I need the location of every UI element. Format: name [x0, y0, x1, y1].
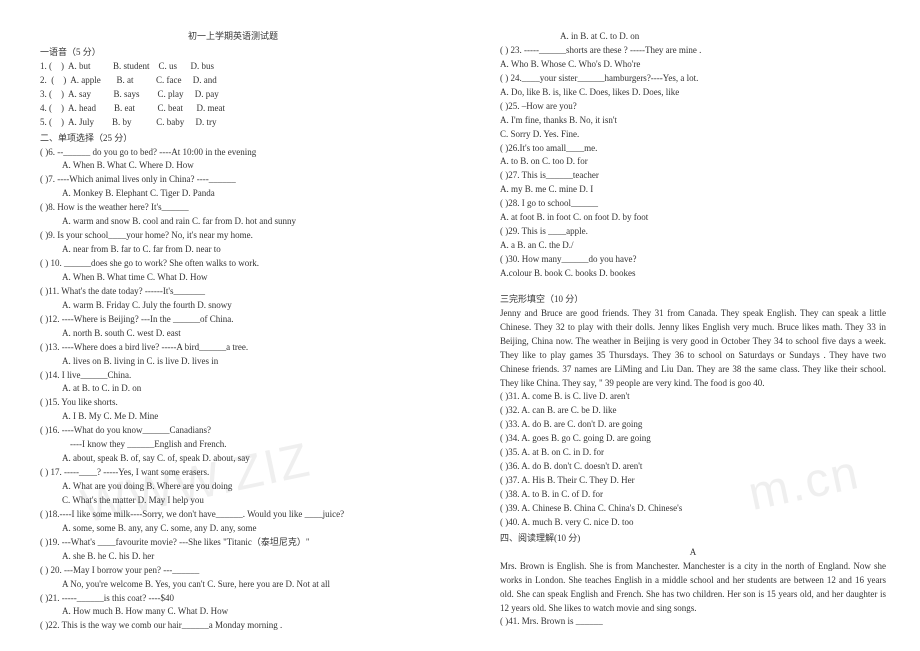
- question-stem: ( ) 17. -----____? -----Yes, I want some…: [40, 466, 426, 480]
- answer-options: A. my B. me C. mine D. I: [500, 183, 886, 197]
- answer-options: A. north B. south C. west D. east: [40, 327, 426, 341]
- question-stem: ( )14. I live______China.: [40, 369, 426, 383]
- section-2-header: 二、单项选择（25 分）: [40, 132, 426, 146]
- cloze-option: ( )36. A. do B. don't C. doesn't D. aren…: [500, 460, 886, 474]
- section-2-continued: A. in B. at C. to D. on( ) 23. -----____…: [500, 30, 886, 281]
- section-3-header: 三完形填空（10 分）: [500, 293, 886, 307]
- answer-options: A. When B. What time C. What D. How: [40, 271, 426, 285]
- section-1-header: 一语音（5 分）: [40, 46, 426, 60]
- section-2-list: ( )6. --______ do you go to bed? ----At …: [40, 146, 426, 634]
- answer-options: A. at foot B. in foot C. on foot D. by f…: [500, 211, 886, 225]
- answer-options: A. Who B. Whose C. Who's D. Who're: [500, 58, 886, 72]
- answer-options: C. Sorry D. Yes. Fine.: [500, 128, 886, 142]
- answer-options: A.colour B. book C. books D. bookes: [500, 267, 886, 281]
- answer-options: A. I'm fine, thanks B. No, it isn't: [500, 114, 886, 128]
- question-stem: ( )30. How many______do you have?: [500, 253, 886, 267]
- answer-options: C. What's the matter D. May I help you: [40, 494, 426, 508]
- answer-options: A. at B. to C. in D. on: [40, 382, 426, 396]
- answer-options: A. warm B. Friday C. July the fourth D. …: [40, 299, 426, 313]
- answer-options: A. she B. he C. his D. her: [40, 550, 426, 564]
- cloze-option: ( )32. A. can B. are C. be D. like: [500, 404, 886, 418]
- cloze-option: ( )39. A. Chinese B. China C. China's D.…: [500, 502, 886, 516]
- phonics-item: 2. ( ) A. apple B. at C. face D. and: [40, 74, 426, 88]
- question-stem: ( ) 20. ---May I borrow your pen? ---___…: [40, 564, 426, 578]
- question-stem: ( )25. –How are you?: [500, 100, 886, 114]
- cloze-option: ( )33. A. do B. are C. don't D. are goin…: [500, 418, 886, 432]
- question-stem: ( )28. I go to school______: [500, 197, 886, 211]
- question-stem: ( )6. --______ do you go to bed? ----At …: [40, 146, 426, 160]
- question-stem: ( )27. This is______teacher: [500, 169, 886, 183]
- answer-options: A. How much B. How many C. What D. How: [40, 605, 426, 619]
- cloze-option: ( )38. A. to B. in C. of D. for: [500, 488, 886, 502]
- question-stem: ( ) 23. -----______shorts are these ? --…: [500, 44, 886, 58]
- phonics-item: 4. ( ) A. head B. eat C. beat D. meat: [40, 102, 426, 116]
- section-1-list: 1. ( ) A. but B. student C. us D. bus2. …: [40, 60, 426, 130]
- answer-options: A. lives on B. living in C. is live D. l…: [40, 355, 426, 369]
- question-stem: ( )21. -----______is this coat? ----$40: [40, 592, 426, 606]
- section-3-options: ( )31. A. come B. is C. live D. aren't( …: [500, 390, 886, 529]
- question-stem: ( )8. How is the weather here? It's_____…: [40, 201, 426, 215]
- answer-options: A. some, some B. any, any C. some, any D…: [40, 522, 426, 536]
- answer-options: A. When B. What C. Where D. How: [40, 159, 426, 173]
- cloze-option: ( )37. A. His B. Their C. They D. Her: [500, 474, 886, 488]
- question-stem: ( )7. ----Which animal lives only in Chi…: [40, 173, 426, 187]
- cloze-option: ( )35. A. at B. on C. in D. for: [500, 446, 886, 460]
- question-stem: ( ) 10. ______does she go to work? She o…: [40, 257, 426, 271]
- doc-title: 初一上学期英语测试题: [40, 30, 426, 44]
- answer-options: A. near from B. far to C. far from D. ne…: [40, 243, 426, 257]
- answer-options: A. What are you doing B. Where are you d…: [40, 480, 426, 494]
- section-4-header: 四、阅读理解(10 分): [500, 532, 886, 546]
- question-line2: ----I know they ______English and French…: [40, 438, 426, 452]
- phonics-item: 1. ( ) A. but B. student C. us D. bus: [40, 60, 426, 74]
- cloze-option: ( )31. A. come B. is C. live D. aren't: [500, 390, 886, 404]
- left-column: 初一上学期英语测试题 一语音（5 分） 1. ( ) A. but B. stu…: [0, 0, 460, 651]
- question-stem: ( )9. Is your school____your home? No, i…: [40, 229, 426, 243]
- question-stem: ( )11. What's the date today? ------It's…: [40, 285, 426, 299]
- passage-a-title: A: [500, 546, 886, 560]
- answer-options: A. about, speak B. of, say C. of, speak …: [40, 452, 426, 466]
- question-stem: ( )15. You like shorts.: [40, 396, 426, 410]
- right-column: A. in B. at C. to D. on( ) 23. -----____…: [460, 0, 920, 651]
- answer-options: A. Monkey B. Elephant C. Tiger D. Panda: [40, 187, 426, 201]
- question-stem: ( ) 24.____your sister______hamburgers?-…: [500, 72, 886, 86]
- answer-options: A. Do, like B. is, like C. Does, likes D…: [500, 86, 886, 100]
- cloze-passage: Jenny and Bruce are good friends. They 3…: [500, 307, 886, 391]
- question-stem: ( )16. ----What do you know______Canadia…: [40, 424, 426, 438]
- answer-options: A. I B. My C. Me D. Mine: [40, 410, 426, 424]
- question-stem: ( )13. ----Where does a bird live? -----…: [40, 341, 426, 355]
- answer-options: A. a B. an C. the D./: [500, 239, 886, 253]
- cloze-option: ( )34. A. goes B. go C. going D. are goi…: [500, 432, 886, 446]
- question-stem: ( )26.It's too amall____me.: [500, 142, 886, 156]
- question-stem: ( )18.----I like some milk----Sorry, we …: [40, 508, 426, 522]
- question-stem: ( )12. ----Where is Beijing? ---In the _…: [40, 313, 426, 327]
- question-41: ( )41. Mrs. Brown is ______: [500, 615, 886, 629]
- cloze-option: ( )40. A. much B. very C. nice D. too: [500, 516, 886, 530]
- answer-options: A. warm and snow B. cool and rain C. far…: [40, 215, 426, 229]
- question-stem: ( )29. This is ____apple.: [500, 225, 886, 239]
- question-stem: ( )22. This is the way we comb our hair_…: [40, 619, 426, 633]
- reading-passage-a: Mrs. Brown is English. She is from Manch…: [500, 560, 886, 616]
- phonics-item: 5. ( ) A. July B. by C. baby D. try: [40, 116, 426, 130]
- phonics-item: 3. ( ) A. say B. says C. play D. pay: [40, 88, 426, 102]
- answer-options: A No, you're welcome B. Yes, you can't C…: [40, 578, 426, 592]
- question-stem: ( )19. ---What's ____favourite movie? --…: [40, 536, 426, 550]
- answer-options: A. in B. at C. to D. on: [500, 30, 886, 44]
- answer-options: A. to B. on C. too D. for: [500, 155, 886, 169]
